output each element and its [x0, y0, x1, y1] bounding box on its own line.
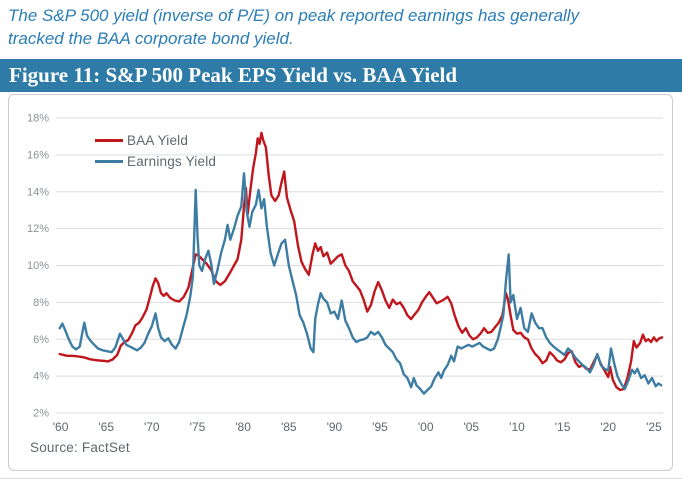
y-tick-label: 18%	[27, 113, 49, 125]
series-earnings-yield	[58, 172, 663, 395]
y-tick-label: 16%	[27, 149, 49, 161]
x-tick-label: '70	[144, 420, 160, 434]
x-tick-label: '65	[98, 420, 114, 434]
x-tick-label: '05	[463, 420, 479, 434]
x-tick-label: '80	[235, 420, 251, 434]
x-tick-label: '20	[600, 420, 616, 434]
x-tick-label: '90	[327, 420, 343, 434]
chart-legend: BAA Yield Earnings Yield	[95, 130, 216, 172]
x-tick-label: '95	[372, 420, 388, 434]
x-tick-label: '85	[281, 420, 297, 434]
x-tick-label: '75	[190, 420, 206, 434]
x-tick-label: '15	[555, 420, 571, 434]
chart-svg: 2% 4% 6% 8% 10% 12% 14% 16% 18% '60 '65 '70 '75 '80 '8…	[27, 113, 664, 434]
y-tick-label: 8%	[33, 297, 49, 309]
figure-title-bar: Figure 11: S&P 500 Peak EPS Yield vs. BA…	[0, 59, 682, 92]
x-tick-label: '10	[509, 420, 525, 434]
legend-label-earnings: Earnings Yield	[127, 154, 217, 169]
legend-item-baa: BAA Yield	[95, 130, 216, 151]
figure-title: Figure 11: S&P 500 Peak EPS Yield vs. BA…	[9, 63, 458, 87]
x-tick-label: '60	[53, 420, 69, 434]
chart-card: 2% 4% 6% 8% 10% 12% 14% 16% 18% '60 '65 '70 '75 '80 '8…	[8, 94, 673, 471]
intro-line-1: The S&P 500 yield (inverse of P/E) on pe…	[8, 6, 580, 25]
y-tick-label: 12%	[27, 223, 49, 235]
y-tick-label: 6%	[33, 334, 49, 346]
y-tick-label: 4%	[33, 371, 49, 383]
earnings-line-swatch	[95, 160, 123, 163]
y-tick-label: 14%	[27, 186, 49, 198]
intro-line-2: tracked the BAA corporate bond yield.	[8, 29, 294, 48]
y-tick-label: 2%	[33, 408, 49, 420]
x-tick-label: '25	[646, 420, 662, 434]
x-tick-label: '00	[418, 420, 434, 434]
baa-line-swatch	[95, 139, 123, 142]
intro-text: The S&P 500 yield (inverse of P/E) on pe…	[8, 4, 676, 50]
legend-label-baa: BAA Yield	[127, 133, 189, 148]
source-text: Source: FactSet	[30, 440, 130, 455]
legend-item-earnings: Earnings Yield	[95, 151, 216, 172]
bottom-divider	[0, 478, 682, 479]
series-baa-yield	[58, 131, 664, 392]
y-tick-label: 10%	[27, 260, 49, 272]
